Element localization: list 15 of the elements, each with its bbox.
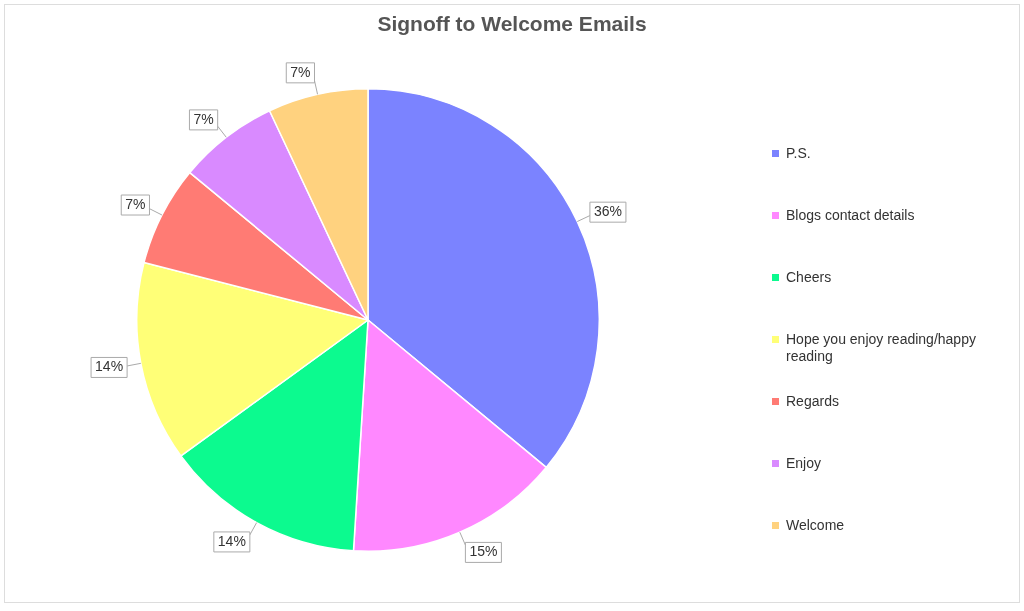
legend-label: Cheers	[786, 269, 832, 286]
data-label: 7%	[125, 195, 146, 212]
data-label: 15%	[469, 543, 498, 560]
data-label: 14%	[217, 532, 246, 549]
data-label: 7%	[290, 63, 311, 80]
legend-label: Regards	[786, 393, 839, 410]
data-label: 14%	[95, 358, 124, 375]
data-label: 7%	[193, 110, 214, 127]
legend-label: Blogs contact details	[786, 207, 915, 224]
legend-label: Welcome	[786, 517, 845, 534]
legend-label: Enjoy	[786, 455, 822, 472]
data-label: 36%	[593, 203, 622, 220]
chart-title: Signoff to Welcome Emails	[376, 12, 648, 36]
legend-label: Hope you enjoy reading/happy reading	[786, 331, 977, 365]
legend-label: P.S.	[786, 145, 811, 162]
